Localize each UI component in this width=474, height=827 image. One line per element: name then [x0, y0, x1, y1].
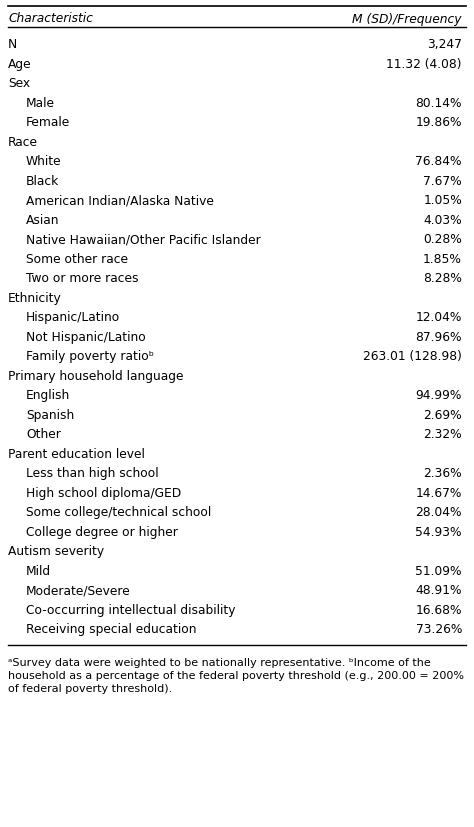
- Text: High school diploma/GED: High school diploma/GED: [26, 486, 181, 499]
- Text: 3,247: 3,247: [427, 38, 462, 51]
- Text: Native Hawaiian/Other Pacific Islander: Native Hawaiian/Other Pacific Islander: [26, 232, 261, 246]
- Text: 1.05%: 1.05%: [423, 194, 462, 207]
- Text: 73.26%: 73.26%: [416, 623, 462, 635]
- Text: Two or more races: Two or more races: [26, 272, 138, 284]
- Text: 87.96%: 87.96%: [416, 330, 462, 343]
- Text: Not Hispanic/Latino: Not Hispanic/Latino: [26, 330, 146, 343]
- Text: 4.03%: 4.03%: [423, 213, 462, 227]
- Text: Ethnicity: Ethnicity: [8, 291, 62, 304]
- Text: Characteristic: Characteristic: [8, 12, 93, 26]
- Text: 1.85%: 1.85%: [423, 252, 462, 265]
- Text: White: White: [26, 155, 62, 168]
- Text: Hispanic/Latino: Hispanic/Latino: [26, 311, 120, 323]
- Text: 11.32 (4.08): 11.32 (4.08): [386, 58, 462, 70]
- Text: Less than high school: Less than high school: [26, 466, 159, 480]
- Text: 51.09%: 51.09%: [416, 564, 462, 577]
- Text: Black: Black: [26, 174, 59, 188]
- Text: 0.28%: 0.28%: [423, 232, 462, 246]
- Text: 12.04%: 12.04%: [416, 311, 462, 323]
- Text: Autism severity: Autism severity: [8, 544, 104, 557]
- Text: English: English: [26, 389, 70, 402]
- Text: College degree or higher: College degree or higher: [26, 525, 178, 538]
- Text: 8.28%: 8.28%: [423, 272, 462, 284]
- Text: Some college/technical school: Some college/technical school: [26, 505, 211, 519]
- Text: 76.84%: 76.84%: [416, 155, 462, 168]
- Text: 19.86%: 19.86%: [416, 116, 462, 129]
- Text: Receiving special education: Receiving special education: [26, 623, 197, 635]
- Text: 14.67%: 14.67%: [416, 486, 462, 499]
- Text: Other: Other: [26, 428, 61, 441]
- Text: Sex: Sex: [8, 77, 30, 90]
- Text: 80.14%: 80.14%: [416, 97, 462, 109]
- Text: Female: Female: [26, 116, 70, 129]
- Text: M (SD)/Frequency: M (SD)/Frequency: [353, 12, 462, 26]
- Text: N: N: [8, 38, 17, 51]
- Text: 28.04%: 28.04%: [416, 505, 462, 519]
- Text: 48.91%: 48.91%: [416, 583, 462, 596]
- Text: 7.67%: 7.67%: [423, 174, 462, 188]
- Text: Some other race: Some other race: [26, 252, 128, 265]
- Text: 2.32%: 2.32%: [423, 428, 462, 441]
- Text: Male: Male: [26, 97, 55, 109]
- Text: 2.36%: 2.36%: [423, 466, 462, 480]
- Text: American Indian/Alaska Native: American Indian/Alaska Native: [26, 194, 214, 207]
- Text: Asian: Asian: [26, 213, 60, 227]
- Text: 16.68%: 16.68%: [416, 603, 462, 616]
- Text: Co-occurring intellectual disability: Co-occurring intellectual disability: [26, 603, 236, 616]
- Text: Mild: Mild: [26, 564, 51, 577]
- Text: Age: Age: [8, 58, 32, 70]
- Text: 54.93%: 54.93%: [416, 525, 462, 538]
- Text: 263.01 (128.98): 263.01 (128.98): [363, 350, 462, 362]
- Text: Primary household language: Primary household language: [8, 369, 183, 382]
- Text: Race: Race: [8, 136, 38, 148]
- Text: Moderate/Severe: Moderate/Severe: [26, 583, 131, 596]
- Text: 2.69%: 2.69%: [423, 408, 462, 421]
- Text: 94.99%: 94.99%: [416, 389, 462, 402]
- Text: Family poverty ratioᵇ: Family poverty ratioᵇ: [26, 350, 154, 362]
- Text: ᵃSurvey data were weighted to be nationally representative. ᵇIncome of the house: ᵃSurvey data were weighted to be nationa…: [8, 657, 464, 693]
- Text: Spanish: Spanish: [26, 408, 74, 421]
- Text: Parent education level: Parent education level: [8, 447, 145, 460]
